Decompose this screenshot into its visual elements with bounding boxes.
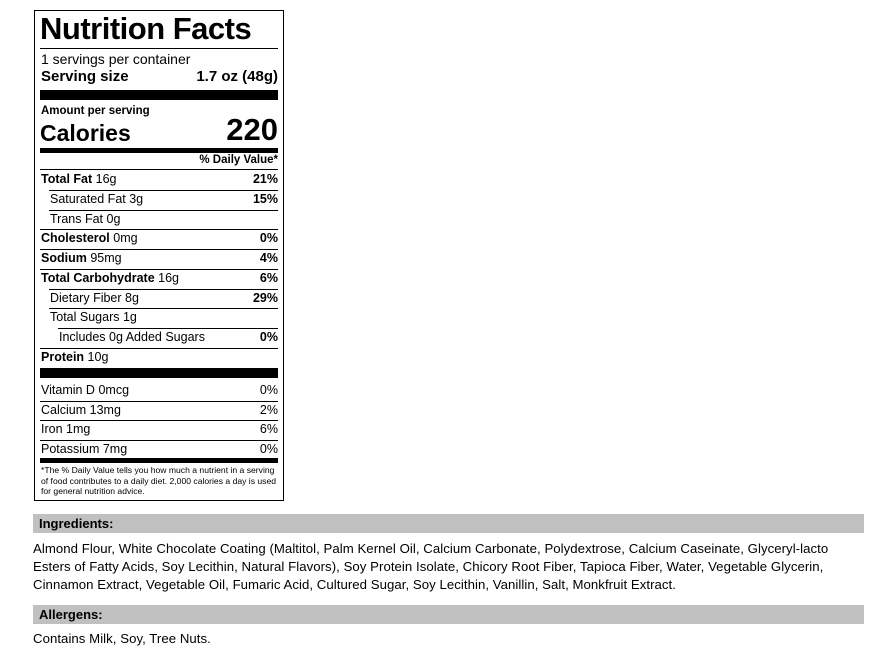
dv-header: % Daily Value* <box>199 154 278 166</box>
nutrient-amount: 16g <box>158 270 180 285</box>
nutrient-name: Total Sugars <box>50 310 120 325</box>
nutrient-name: Total Fat <box>41 172 93 186</box>
nutrient-row: Iron 1mg <box>41 422 90 436</box>
nutrient-name: Dietary Fiber <box>50 290 122 305</box>
nutrient-amount: 16g <box>95 172 117 186</box>
label-box <box>34 10 284 501</box>
nutrient-name: Calcium <box>41 402 87 417</box>
ingredients-header: Ingredients: <box>39 516 114 531</box>
allergens-bar: Allergens: <box>33 605 864 624</box>
nutrient-row: Calcium 13mg <box>41 403 121 417</box>
nutrient-amount: 95mg <box>90 251 122 265</box>
nutrient-name: Sodium <box>41 251 87 265</box>
row-divider <box>40 268 278 270</box>
nutrient-name: Protein <box>41 349 85 364</box>
row-divider <box>49 288 278 290</box>
nutrient-amount: 3g <box>129 191 144 206</box>
serving-size-label: Serving size <box>41 68 129 85</box>
daily-value: 21% <box>252 172 278 186</box>
thick-bar <box>40 90 278 100</box>
row-divider <box>49 308 278 310</box>
daily-value: 0% <box>259 383 278 397</box>
row-divider <box>40 229 278 231</box>
nutrient-row: Total Carbohydrate 16g <box>41 271 179 285</box>
daily-value: 2% <box>259 402 278 417</box>
nutrient-amount: 1g <box>122 310 137 325</box>
nutrient-name: Vitamin D <box>41 383 95 397</box>
row-divider <box>49 209 278 211</box>
nutrient-row: Trans Fat 0g <box>50 212 120 226</box>
nutrient-amount: 0mg <box>113 231 138 246</box>
title: Nutrition Facts <box>40 11 252 46</box>
nutrient-row: Includes 0g Added Sugars <box>59 330 205 344</box>
daily-value: 0% <box>259 231 278 246</box>
allergens-header: Allergens: <box>39 607 103 622</box>
nutrient-amount: 13mg <box>89 402 121 417</box>
footnote: *The % Daily Value tells you how much a … <box>41 465 277 496</box>
daily-value: 15% <box>252 191 278 206</box>
nutrient-amount: 1mg <box>66 422 91 437</box>
row-divider <box>40 169 278 170</box>
row-divider <box>40 400 278 402</box>
row-divider <box>40 420 278 422</box>
nutrient-row: Total Sugars 1g <box>50 310 137 324</box>
thick-bar <box>40 148 278 153</box>
nutrient-row: Vitamin D 0mcg <box>41 383 129 397</box>
nutrient-amount: 0g <box>106 211 121 226</box>
servings: 1 servings per container <box>41 51 191 67</box>
nutrient-row: Dietary Fiber 8g <box>50 291 139 305</box>
nutrient-name: Includes 0g Added Sugars <box>59 330 205 344</box>
nutrient-row: Sodium 95mg <box>41 251 122 265</box>
nutrient-amount: 7mg <box>102 442 128 457</box>
row-divider <box>49 189 278 191</box>
allergens-text: Contains Milk, Soy, Tree Nuts. <box>33 631 211 646</box>
nutrient-name: Cholesterol <box>41 231 110 246</box>
nutrient-name: Total Carbohydrate <box>41 270 155 285</box>
nutrient-amount: 10g <box>87 349 109 364</box>
nutrient-name: Saturated Fat <box>50 191 126 206</box>
calories-label: Calories <box>40 120 131 146</box>
daily-value: 6% <box>259 270 278 285</box>
ingredients-line: Almond Flour, White Chocolate Coating (M… <box>33 541 829 556</box>
ingredients-line: Cinnamon Extract, Vegetable Oil, Fumaric… <box>33 577 676 592</box>
daily-value: 0% <box>259 442 278 457</box>
calories-value: 220 <box>226 112 278 147</box>
daily-value: 0% <box>259 330 278 344</box>
thick-bar <box>40 368 278 378</box>
row-divider <box>58 328 278 329</box>
nutrient-name: Potassium <box>41 442 100 457</box>
nutrient-row: Cholesterol 0mg <box>41 231 138 245</box>
nutrient-name: Trans Fat <box>50 211 104 226</box>
nutrient-row: Saturated Fat 3g <box>50 192 143 206</box>
thick-bar <box>40 458 278 463</box>
amount-per-serving: Amount per serving <box>41 105 150 117</box>
row-divider <box>40 440 278 442</box>
row-divider <box>40 347 278 349</box>
nutrient-name: Iron <box>41 422 63 437</box>
nutrient-amount: 8g <box>125 290 139 305</box>
nutrient-row: Protein 10g <box>41 350 108 364</box>
nutrient-row: Potassium 7mg <box>41 442 127 456</box>
ingredients-bar: Ingredients: <box>33 514 864 533</box>
nutrient-amount: 0mcg <box>98 383 130 397</box>
rule <box>40 48 278 49</box>
ingredients-line: Esters of Fatty Acids, Soy Lecithin, Nat… <box>33 559 824 574</box>
daily-value: 6% <box>259 422 278 437</box>
daily-value: 4% <box>259 251 278 265</box>
nutrient-row: Total Fat 16g <box>41 172 117 186</box>
row-divider <box>40 249 278 250</box>
serving-size-value: 1.7 oz (48g) <box>196 68 278 85</box>
daily-value: 29% <box>252 290 278 305</box>
